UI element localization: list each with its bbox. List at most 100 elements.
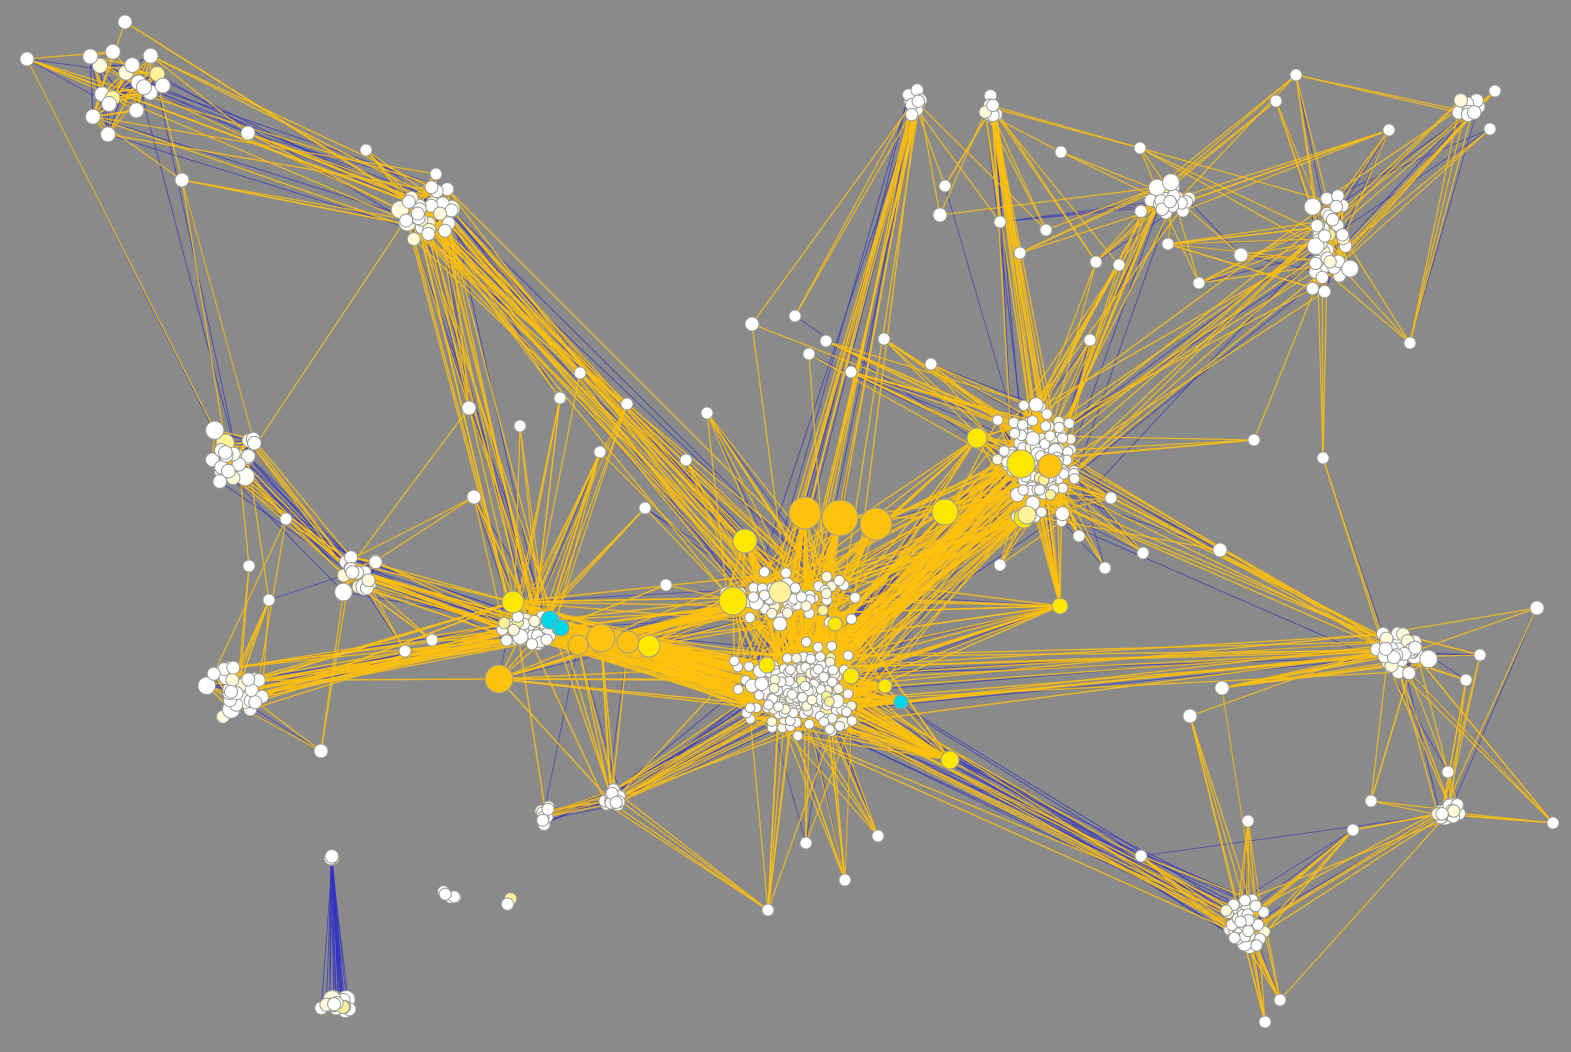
graph-node[interactable]: [812, 663, 824, 675]
graph-node[interactable]: [744, 611, 756, 624]
graph-node[interactable]: [1162, 173, 1180, 192]
graph-node-outlier[interactable]: [1459, 673, 1473, 687]
graph-node-outlier[interactable]: [838, 873, 852, 887]
graph-node[interactable]: [803, 718, 815, 730]
graph-node-hub[interactable]: [718, 586, 748, 616]
graph-node-outlier[interactable]: [1192, 276, 1206, 290]
graph-node[interactable]: [525, 638, 539, 651]
graph-node-hub[interactable]: [732, 528, 758, 554]
graph-node[interactable]: [845, 613, 858, 625]
graph-node[interactable]: [1318, 229, 1332, 243]
graph-node[interactable]: [218, 445, 233, 460]
graph-node[interactable]: [1310, 219, 1324, 233]
graph-node[interactable]: [992, 414, 1004, 426]
graph-node[interactable]: [1055, 506, 1070, 522]
graph-node[interactable]: [124, 57, 141, 74]
graph-node-hub[interactable]: [586, 623, 616, 653]
graph-node[interactable]: [821, 571, 833, 583]
graph-node[interactable]: [753, 690, 765, 701]
graph-node[interactable]: [541, 802, 555, 816]
graph-node-outlier[interactable]: [1483, 122, 1497, 136]
graph-node[interactable]: [247, 435, 262, 451]
graph-node[interactable]: [500, 897, 515, 911]
graph-node-outlier[interactable]: [924, 357, 938, 371]
graph-node[interactable]: [437, 223, 452, 238]
graph-node-outlier[interactable]: [242, 559, 256, 573]
graph-node[interactable]: [806, 694, 818, 706]
graph-node-hub[interactable]: [1017, 505, 1037, 525]
graph-node[interactable]: [1378, 641, 1393, 656]
graph-node[interactable]: [758, 589, 771, 601]
graph-node[interactable]: [212, 474, 228, 489]
graph-node-outlier[interactable]: [932, 207, 948, 223]
graph-node-outlier[interactable]: [466, 489, 482, 505]
graph-node[interactable]: [1402, 666, 1417, 681]
graph-node-outlier[interactable]: [1546, 816, 1560, 830]
graph-node[interactable]: [1163, 194, 1177, 209]
graph-node[interactable]: [1017, 484, 1029, 496]
graph-node-hub[interactable]: [501, 590, 525, 614]
graph-node[interactable]: [1028, 397, 1044, 413]
graph-node-hub[interactable]: [821, 499, 859, 537]
graph-node[interactable]: [1250, 939, 1263, 952]
graph-node-outlier[interactable]: [1083, 333, 1097, 347]
graph-node[interactable]: [1315, 270, 1330, 285]
graph-node-outlier[interactable]: [799, 836, 813, 850]
graph-node-outlier[interactable]: [174, 172, 190, 188]
graph-node[interactable]: [1017, 419, 1029, 431]
graph-node-outlier[interactable]: [429, 167, 443, 181]
graph-node[interactable]: [911, 94, 925, 109]
graph-node-outlier[interactable]: [593, 445, 607, 459]
graph-node-outlier[interactable]: [871, 829, 885, 843]
graph-node-hub[interactable]: [616, 630, 640, 654]
graph-node[interactable]: [1323, 255, 1337, 269]
graph-node-outlier[interactable]: [1473, 648, 1487, 662]
graph-node[interactable]: [1068, 473, 1081, 485]
graph-node-outlier[interactable]: [1403, 336, 1417, 350]
graph-node[interactable]: [772, 616, 788, 632]
graph-node-outlier[interactable]: [1182, 708, 1198, 724]
graph-node[interactable]: [1447, 804, 1461, 818]
graph-node-outlier[interactable]: [802, 347, 816, 361]
graph-node-outlier[interactable]: [1273, 993, 1287, 1007]
graph-node[interactable]: [1228, 931, 1241, 945]
graph-node-hub[interactable]: [940, 750, 960, 770]
graph-node[interactable]: [1025, 431, 1041, 447]
graph-node-outlier[interactable]: [1161, 237, 1175, 251]
graph-node[interactable]: [786, 689, 798, 700]
graph-node-outlier[interactable]: [398, 644, 412, 658]
graph-node-hub[interactable]: [827, 616, 843, 632]
graph-node[interactable]: [768, 682, 780, 694]
graph-node[interactable]: [1306, 237, 1325, 256]
graph-node[interactable]: [747, 591, 759, 603]
graph-node[interactable]: [1249, 899, 1262, 913]
graph-node[interactable]: [135, 79, 152, 96]
graph-node[interactable]: [1041, 408, 1053, 420]
graph-node[interactable]: [361, 573, 376, 588]
graph-node[interactable]: [444, 203, 459, 218]
graph-node[interactable]: [743, 661, 755, 672]
graph-node[interactable]: [991, 453, 1004, 466]
graph-node-outlier[interactable]: [1346, 823, 1360, 837]
graph-node[interactable]: [998, 445, 1010, 457]
graph-node-outlier[interactable]: [553, 391, 567, 405]
graph-node-hub[interactable]: [966, 427, 988, 449]
graph-node[interactable]: [1317, 284, 1332, 299]
graph-node[interactable]: [780, 567, 792, 579]
graph-node-outlier[interactable]: [1382, 123, 1396, 137]
graph-node-outlier[interactable]: [1098, 561, 1112, 575]
graph-node[interactable]: [1053, 421, 1065, 434]
graph-node[interactable]: [1325, 213, 1340, 227]
graph-node[interactable]: [1242, 924, 1255, 938]
graph-node-outlier[interactable]: [1054, 145, 1068, 159]
graph-node[interactable]: [1335, 228, 1350, 242]
graph-node[interactable]: [763, 699, 774, 711]
graph-node[interactable]: [1305, 281, 1320, 296]
graph-node-outlier[interactable]: [425, 633, 439, 647]
graph-node-outlier[interactable]: [788, 309, 802, 323]
graph-node-outlier[interactable]: [993, 215, 1007, 229]
graph-node[interactable]: [1134, 204, 1148, 219]
graph-node[interactable]: [792, 730, 804, 742]
